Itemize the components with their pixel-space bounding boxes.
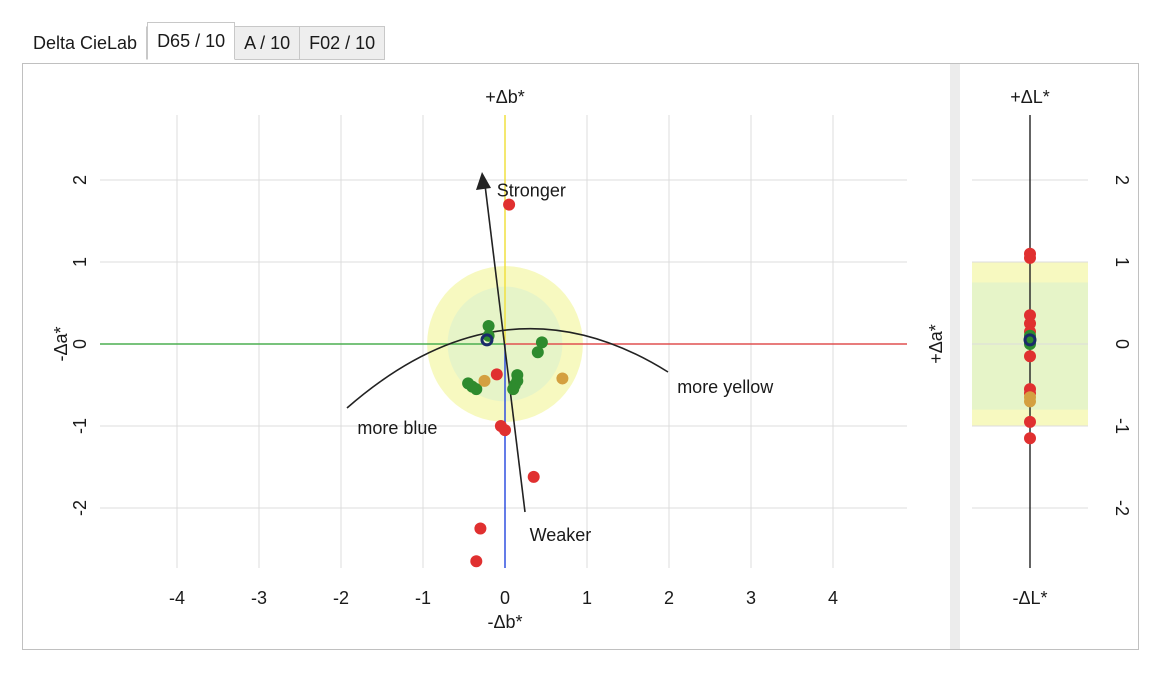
side-tick-label: -2 (1112, 500, 1132, 516)
lightness-point-red (1024, 317, 1036, 330)
lightness-point-red (1024, 251, 1036, 264)
lightness-point-red (1024, 432, 1036, 445)
lightness-point-red (1024, 350, 1036, 363)
lightness-point-navy (1023, 333, 1037, 347)
lightness-point-red (1024, 415, 1036, 428)
side-tick-label: 2 (1112, 175, 1132, 185)
data-point-green (470, 383, 483, 396)
lightness-top-label: +ΔL* (1010, 87, 1050, 107)
data-point-red (474, 522, 487, 535)
side-tick-label: 1 (1112, 257, 1132, 267)
lightness-bottom-label: -ΔL* (1012, 588, 1047, 608)
data-point-red (499, 424, 511, 437)
data-point-green (482, 319, 495, 332)
hue-arc (346, 328, 669, 409)
y-tick-label: 2 (70, 175, 90, 185)
y-tick-label: 1 (70, 257, 90, 267)
x-axis-top-label: +Δb* (485, 87, 525, 107)
data-point-navy (480, 333, 494, 347)
x-tick-label: 0 (500, 588, 510, 608)
tab-d65-10[interactable]: D65 / 10 (147, 22, 236, 60)
x-tick-label: -1 (415, 588, 431, 608)
data-point-red (527, 470, 540, 483)
y-tick-label: -2 (70, 500, 90, 516)
lightness-point-gold (1024, 395, 1036, 408)
annotation-label: more blue (357, 418, 437, 438)
x-tick-label: -2 (333, 588, 349, 608)
side-tick-label: 0 (1112, 339, 1132, 349)
data-point-green (535, 336, 548, 349)
annotation-label: Weaker (530, 525, 592, 545)
tab-bar: Delta CieLab D65 / 10 A / 10 F02 / 10 (23, 22, 386, 60)
x-tick-label: 2 (664, 588, 674, 608)
lightness-y-axis-label: +Δa* (926, 324, 946, 364)
annotation-label: more yellow (677, 377, 774, 397)
y-tick-label: 0 (70, 339, 90, 349)
annotation-label: Stronger (497, 180, 566, 200)
tab-f02-10[interactable]: F02 / 10 (300, 26, 386, 60)
y-axis-label: -Δa* (51, 326, 71, 361)
side-tick-label: -1 (1112, 418, 1132, 434)
x-tick-label: 3 (746, 588, 756, 608)
tab-a-10[interactable]: A / 10 (235, 26, 301, 60)
plot-divider (950, 64, 960, 649)
x-tick-label: -4 (169, 588, 185, 608)
lightness-point-red (1024, 309, 1036, 322)
x-tick-label: 1 (582, 588, 592, 608)
data-point-red (470, 555, 483, 568)
chroma-arrowhead (476, 172, 491, 190)
data-point-green (507, 383, 520, 396)
y-tick-label: -1 (70, 418, 90, 434)
chroma-line (484, 184, 526, 513)
x-tick-label: 4 (828, 588, 838, 608)
data-point-gold (478, 374, 491, 387)
x-tick-label: -3 (251, 588, 267, 608)
x-axis-bottom-label: -Δb* (487, 612, 522, 632)
data-point-green (531, 346, 544, 359)
tab-delta-cielab[interactable]: Delta CieLab (23, 26, 148, 60)
data-point-red (490, 368, 503, 381)
data-point-red (503, 198, 516, 211)
data-point-gold (556, 372, 569, 385)
